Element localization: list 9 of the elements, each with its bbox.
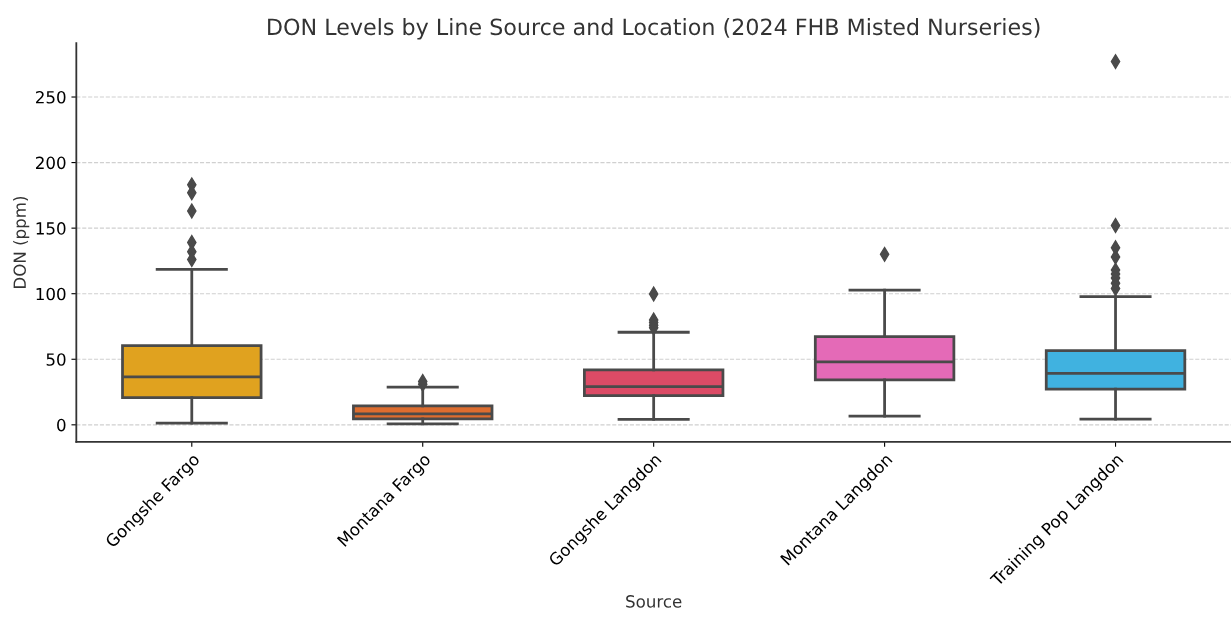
chart-title: DON Levels by Line Source and Location (2024 FHB Misted Nurseries)	[268, 18, 1040, 40]
y-tick-label: 200	[36, 156, 66, 170]
y-tick-label: 0	[57, 418, 66, 432]
y-tick-label: 250	[36, 90, 66, 104]
y-tick-label: 150	[36, 222, 66, 235]
y-tick-label: 50	[46, 353, 66, 366]
y-axis-title: DON (ppm)	[13, 196, 30, 288]
x-axis-title: Source	[626, 595, 682, 608]
y-tick-label: 100	[36, 287, 66, 301]
